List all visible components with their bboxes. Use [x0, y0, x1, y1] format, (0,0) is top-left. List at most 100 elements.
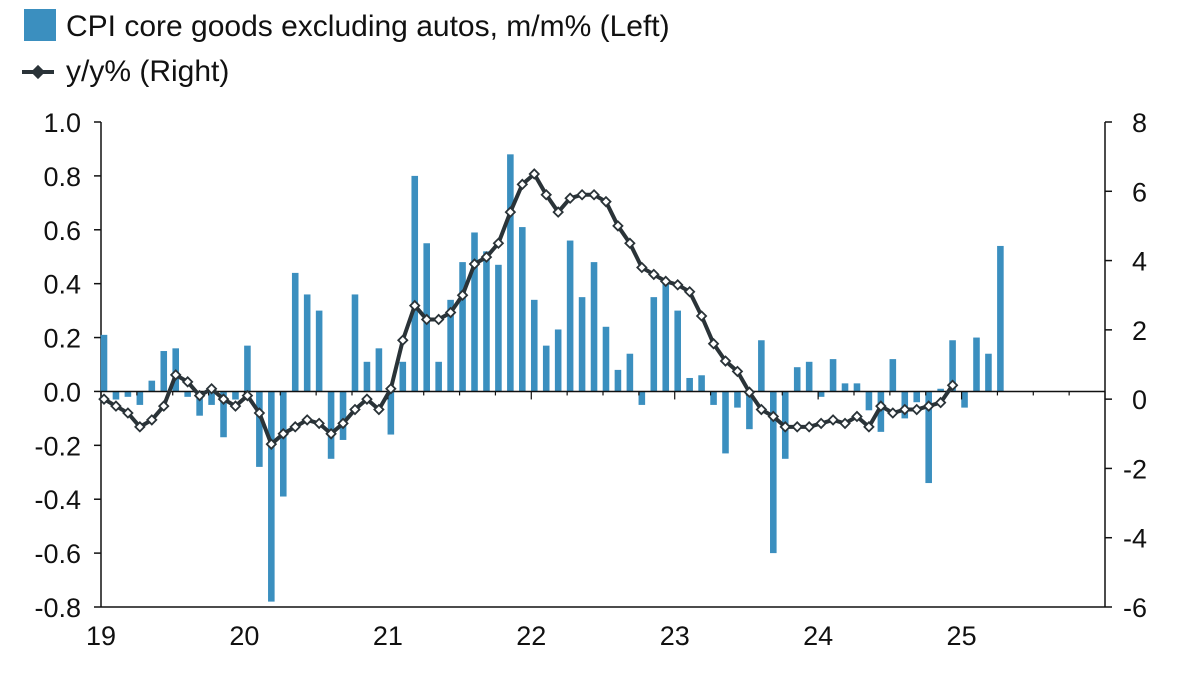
yy-point [205, 382, 218, 395]
yy-point [396, 334, 409, 347]
bar [949, 340, 956, 392]
bar [268, 391, 275, 602]
yy-point [241, 389, 254, 402]
yy-point [552, 206, 564, 218]
yy-point [600, 195, 612, 208]
bar [674, 310, 681, 392]
yy-point [504, 206, 517, 218]
yy-point [385, 382, 397, 395]
bar [279, 391, 287, 497]
bar [997, 245, 1004, 392]
yy-point [157, 400, 170, 412]
yy-point [755, 403, 768, 416]
yy-point [134, 421, 146, 433]
bar [829, 359, 837, 392]
yy-point [791, 421, 804, 433]
yy-point [516, 178, 529, 191]
left-tick-label: -0.8 [34, 593, 81, 623]
yy-point [456, 289, 469, 302]
bar [112, 391, 120, 400]
bar [387, 391, 395, 435]
bar [722, 391, 729, 454]
left-tick-label: -0.6 [34, 539, 81, 569]
bar [519, 227, 526, 392]
legend-line-marker [30, 64, 46, 80]
yy-point [683, 285, 696, 298]
yy-point [110, 400, 122, 412]
bar [961, 391, 968, 408]
yy-point [898, 403, 911, 416]
legend-line-label: y/y% (Right) [66, 55, 229, 88]
bar [913, 391, 921, 403]
yy-point [373, 403, 385, 416]
yy-point [767, 410, 780, 423]
yy-point [624, 237, 636, 250]
bar [626, 353, 634, 392]
yy-point [229, 400, 242, 412]
left-tick-label: -0.4 [34, 485, 81, 515]
yy-point [253, 407, 266, 419]
yy-point [540, 188, 553, 201]
yy-point [815, 417, 827, 430]
bar [698, 375, 705, 392]
yy-point [408, 299, 421, 312]
bar [758, 340, 765, 392]
bar [805, 361, 813, 392]
yy-point [839, 417, 851, 430]
yy-point [325, 427, 337, 440]
yy-point [743, 386, 756, 399]
bar [124, 391, 132, 397]
left-tick-label: 0.0 [43, 377, 81, 407]
yy-point [468, 258, 481, 270]
yy-point [612, 220, 624, 232]
right-tick-label: 2 [1132, 316, 1147, 346]
right-tick-label: 8 [1132, 108, 1147, 138]
yy-point [349, 403, 361, 416]
yy-point [910, 403, 923, 416]
yy-point [863, 421, 875, 433]
bar [291, 272, 299, 392]
bar [220, 391, 227, 438]
yy-point [887, 407, 899, 419]
x-tick-label: 25 [947, 621, 977, 651]
yy-point [337, 417, 349, 430]
left-tick-label: -0.2 [34, 431, 81, 461]
bar [734, 391, 741, 408]
yy-point [265, 438, 278, 450]
bar [638, 391, 646, 405]
bar [459, 262, 466, 392]
yy-point [313, 417, 325, 430]
yy-point [146, 414, 158, 426]
bar [614, 369, 622, 392]
bar [303, 294, 311, 392]
yy-point [492, 237, 505, 250]
x-tick-label: 20 [229, 621, 259, 651]
yy-point [779, 421, 792, 433]
yy-point [695, 310, 708, 322]
yy-point [301, 414, 313, 426]
yy-point [875, 400, 887, 412]
bar [184, 391, 191, 397]
yy-point [647, 268, 660, 281]
right-tick-label: 6 [1132, 177, 1147, 207]
left-tick-label: 0.4 [43, 270, 81, 300]
bar [339, 391, 347, 440]
legend: CPI core goods excluding autos, m/m% (Le… [22, 9, 670, 88]
bar [315, 310, 323, 392]
yy-point [193, 389, 206, 402]
yy-point [659, 275, 672, 288]
bar [435, 361, 442, 392]
bar [853, 383, 861, 392]
bar [411, 175, 419, 392]
bar [973, 337, 980, 392]
x-tick-label: 24 [803, 621, 833, 651]
x-tick-label: 23 [660, 621, 690, 651]
bar [327, 391, 335, 459]
line-series [98, 168, 959, 450]
bar [530, 299, 538, 392]
yy-point [827, 414, 839, 426]
yy-point [731, 365, 744, 378]
bar [650, 297, 658, 392]
yy-point [361, 393, 373, 405]
yy-point [934, 396, 947, 409]
